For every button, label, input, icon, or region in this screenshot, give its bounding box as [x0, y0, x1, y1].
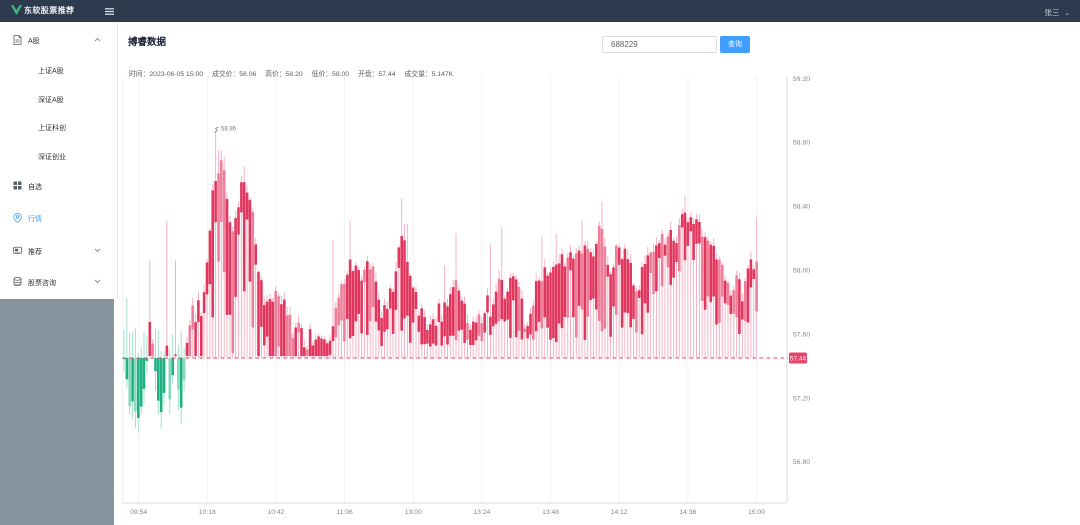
svg-text:13:00: 13:00	[405, 509, 422, 516]
svg-text:14:12: 14:12	[611, 509, 628, 516]
svg-text:59.20: 59.20	[793, 76, 810, 83]
svg-text:58.00: 58.00	[793, 268, 810, 275]
svg-text:13:48: 13:48	[542, 509, 559, 516]
svg-text:11:06: 11:06	[336, 509, 353, 516]
svg-text:58.80: 58.80	[793, 140, 810, 147]
svg-text:58.40: 58.40	[793, 204, 810, 211]
svg-text:57.44: 57.44	[790, 356, 807, 363]
svg-text:58.86: 58.86	[221, 127, 237, 133]
svg-text:13:24: 13:24	[473, 509, 490, 516]
svg-text:10:18: 10:18	[199, 509, 216, 516]
svg-text:10:42: 10:42	[267, 509, 284, 516]
svg-text:57.20: 57.20	[793, 395, 810, 402]
svg-text:09:54: 09:54	[130, 509, 147, 516]
svg-text:14:36: 14:36	[679, 509, 696, 516]
svg-text:57.60: 57.60	[793, 331, 810, 338]
svg-text:15:00: 15:00	[748, 509, 765, 516]
svg-text:56.80: 56.80	[793, 459, 810, 466]
